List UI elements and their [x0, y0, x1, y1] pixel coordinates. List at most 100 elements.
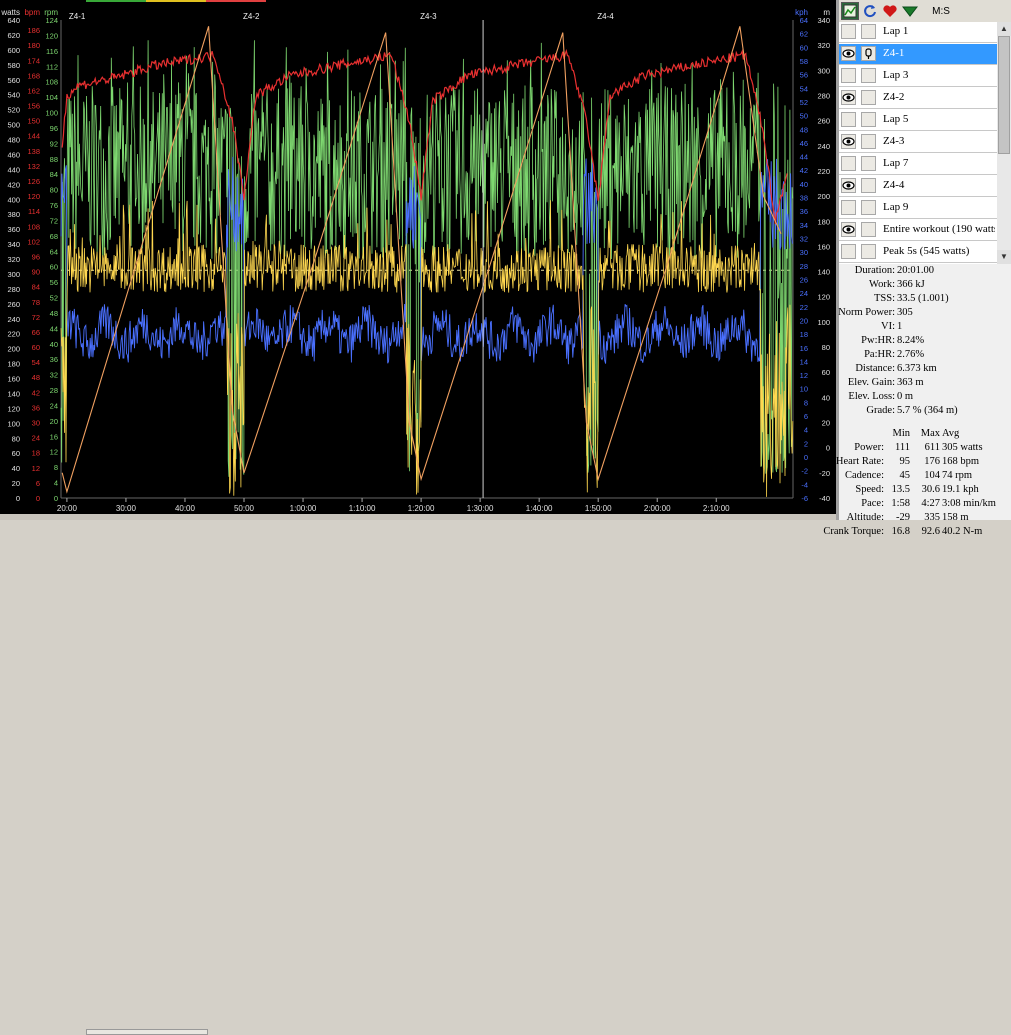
axis-tick-label: 340: [7, 240, 20, 249]
axis-tick-label: 0: [826, 444, 830, 453]
lap-name: Lap 9: [883, 201, 909, 213]
lap-row[interactable]: Entire workout (190 watts: [839, 220, 997, 241]
axis-tick-label: 52: [800, 98, 808, 107]
pin-icon[interactable]: [861, 46, 876, 61]
panel-splitter[interactable]: [836, 0, 839, 520]
interval-label: Z4-2: [243, 12, 260, 21]
eye-icon[interactable]: [841, 46, 856, 61]
pin-checkbox[interactable]: [861, 134, 876, 149]
lap-row[interactable]: Z4-4: [839, 176, 997, 197]
pin-checkbox[interactable]: [861, 222, 876, 237]
heart-icon[interactable]: [881, 2, 899, 20]
axis-tick-label: 104: [45, 93, 58, 102]
pin-checkbox[interactable]: [861, 68, 876, 83]
visibility-checkbox[interactable]: [841, 156, 856, 171]
pin-checkbox[interactable]: [861, 244, 876, 259]
eye-icon[interactable]: [841, 134, 856, 149]
lap-scroll-thumb[interactable]: [998, 36, 1010, 154]
pin-checkbox[interactable]: [861, 178, 876, 193]
workout-chart[interactable]: watts02040608010012014016018020022024026…: [0, 0, 836, 520]
axis-tick-label: 26: [800, 275, 808, 284]
axis-title-rpm: rpm: [44, 8, 58, 17]
pin-checkbox[interactable]: [861, 112, 876, 127]
stat-value: 20:01.00: [897, 265, 935, 276]
lap-row[interactable]: Z4-1: [839, 44, 997, 65]
interval-label: Z4-1: [69, 12, 86, 21]
pin-checkbox[interactable]: [861, 200, 876, 215]
zone-bar-green: [86, 0, 146, 2]
lap-row[interactable]: Lap 5: [839, 110, 997, 131]
stat-label: Norm Power:: [838, 307, 895, 318]
axis-tick-label: 24: [32, 434, 40, 443]
table-cell: Speed:: [855, 484, 884, 495]
lap-list-scrollbar[interactable]: ▲ ▼: [997, 22, 1011, 264]
time-format-button[interactable]: M:S: [932, 5, 950, 17]
x-tick-label: 1:00:00: [290, 504, 317, 513]
stat-label: TSS:: [873, 293, 895, 304]
lap-row[interactable]: Lap 7: [839, 154, 997, 175]
lap-row[interactable]: Z4-2: [839, 88, 997, 109]
lap-name: Z4-2: [883, 91, 905, 103]
axis-tick-label: 80: [50, 186, 58, 195]
lap-row[interactable]: Peak 5s (545 watts): [839, 242, 997, 263]
axis-tick-label: -40: [819, 494, 830, 503]
axis-tick-label: 24: [800, 289, 808, 298]
chart-panel[interactable]: watts 0 20 40 60 80 100 120 140 160 180 200 220 240 26…: [0, 0, 836, 520]
axis-tick-label: 56: [50, 278, 58, 287]
table-cell: 335: [924, 512, 940, 523]
axis-title-kph: kph: [795, 8, 808, 17]
axis-tick-label: 96: [50, 124, 58, 133]
axis-tick-label: 80: [12, 434, 20, 443]
table-cell: Crank Torque:: [823, 526, 884, 537]
table-cell: -29: [896, 512, 910, 523]
visibility-checkbox[interactable]: [841, 200, 856, 215]
axis-tick-label: 16: [50, 432, 58, 441]
axis-tick-label: 460: [7, 150, 20, 159]
side-panel: M:S Lap 1 Z4-1 Lap 3 Z4-2 Lap 5 Z4-3 Lap 7 Z4-4…: [823, 0, 1011, 537]
time-scroll-thumb[interactable]: [86, 1029, 208, 1035]
axis-tick-label: 150: [27, 117, 40, 126]
lap-name: Z4-1: [883, 47, 905, 59]
scroll-down-icon[interactable]: ▼: [997, 250, 1011, 264]
lap-row[interactable]: Lap 3: [839, 66, 997, 87]
axis-tick-label: 0: [54, 494, 58, 503]
terrain-icon[interactable]: [901, 2, 919, 20]
refresh-icon[interactable]: [861, 2, 879, 20]
eye-icon[interactable]: [841, 178, 856, 193]
axis-tick-label: 140: [7, 389, 20, 398]
lap-name: Lap 7: [883, 157, 909, 169]
visibility-checkbox[interactable]: [841, 68, 856, 83]
axis-tick-label: 186: [27, 26, 40, 35]
eye-icon[interactable]: [841, 222, 856, 237]
pin-checkbox[interactable]: [861, 24, 876, 39]
lap-name: Z4-4: [883, 179, 905, 191]
axis-tick-label: 30: [800, 248, 808, 257]
eye-icon[interactable]: [841, 90, 856, 105]
axis-tick-label: 28: [800, 262, 808, 271]
axis-tick-label: 72: [32, 313, 40, 322]
visibility-checkbox[interactable]: [841, 244, 856, 259]
pin-checkbox[interactable]: [861, 90, 876, 105]
table-cell: 74 rpm: [942, 470, 973, 481]
axis-tick-label: 360: [7, 225, 20, 234]
table-row: Power: 111 611 305 watts: [839, 442, 1011, 456]
lap-row[interactable]: Z4-3: [839, 132, 997, 153]
axis-tick-label: 60: [12, 449, 20, 458]
axis-tick-label: 60: [32, 343, 40, 352]
axis-title-m: m: [823, 8, 830, 17]
axis-tick-label: 48: [50, 309, 58, 318]
scroll-up-icon[interactable]: ▲: [997, 22, 1011, 36]
table-cell: 168 bpm: [942, 456, 980, 467]
chart-icon[interactable]: [841, 2, 859, 20]
lap-row[interactable]: Lap 1: [839, 22, 997, 43]
axis-tick-label: 440: [7, 165, 20, 174]
lap-name: Z4-3: [883, 135, 905, 147]
lap-row[interactable]: Lap 9: [839, 198, 997, 219]
visibility-checkbox[interactable]: [841, 112, 856, 127]
stat-label: Pa:HR:: [864, 349, 895, 360]
lap-name: Lap 1: [883, 25, 909, 37]
table-cell: 40.2 N-m: [942, 526, 983, 537]
pin-checkbox[interactable]: [861, 156, 876, 171]
visibility-checkbox[interactable]: [841, 24, 856, 39]
time-scrollbar[interactable]: [0, 514, 836, 1035]
